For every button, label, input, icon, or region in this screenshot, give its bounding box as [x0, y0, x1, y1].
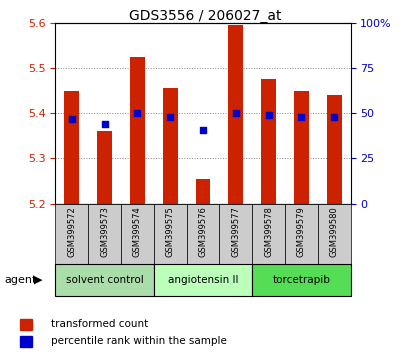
- Bar: [162, 88, 177, 204]
- Bar: [293, 91, 308, 204]
- Text: ▶: ▶: [34, 275, 42, 285]
- Point: [68, 116, 75, 121]
- Point: [297, 114, 304, 120]
- Bar: [88, 204, 121, 264]
- Text: GSM399577: GSM399577: [231, 206, 240, 257]
- Text: torcetrapib: torcetrapib: [272, 275, 330, 285]
- Text: transformed count: transformed count: [52, 319, 148, 329]
- Bar: [153, 204, 186, 264]
- Bar: [219, 204, 252, 264]
- Bar: [20, 336, 32, 347]
- Point: [101, 121, 108, 127]
- Bar: [97, 131, 112, 204]
- Text: solvent control: solvent control: [65, 275, 143, 285]
- Text: GSM399575: GSM399575: [165, 206, 174, 257]
- Point: [232, 110, 238, 116]
- Text: GSM399572: GSM399572: [67, 206, 76, 257]
- Text: GSM399574: GSM399574: [133, 206, 142, 257]
- Bar: [186, 204, 219, 264]
- Text: GSM399576: GSM399576: [198, 206, 207, 257]
- Bar: [252, 204, 284, 264]
- Bar: [326, 95, 341, 204]
- Text: angiotensin II: angiotensin II: [167, 275, 238, 285]
- Point: [265, 112, 271, 118]
- Text: GSM399578: GSM399578: [263, 206, 272, 257]
- Point: [166, 114, 173, 120]
- Bar: [55, 264, 153, 296]
- Bar: [261, 79, 275, 204]
- Bar: [228, 25, 243, 204]
- Bar: [195, 179, 210, 204]
- Bar: [130, 57, 144, 204]
- Bar: [55, 204, 88, 264]
- Point: [199, 127, 206, 132]
- Text: GSM399573: GSM399573: [100, 206, 109, 257]
- Point: [134, 110, 140, 116]
- Text: percentile rank within the sample: percentile rank within the sample: [52, 336, 227, 346]
- Bar: [121, 204, 153, 264]
- Bar: [20, 319, 32, 330]
- Bar: [252, 264, 350, 296]
- Bar: [284, 204, 317, 264]
- Text: GSM399580: GSM399580: [329, 206, 338, 257]
- Text: GDS3556 / 206027_at: GDS3556 / 206027_at: [128, 9, 281, 23]
- Text: agent: agent: [4, 275, 36, 285]
- Bar: [317, 204, 350, 264]
- Bar: [64, 91, 79, 204]
- Bar: [153, 264, 252, 296]
- Point: [330, 114, 337, 120]
- Text: GSM399579: GSM399579: [296, 206, 305, 257]
